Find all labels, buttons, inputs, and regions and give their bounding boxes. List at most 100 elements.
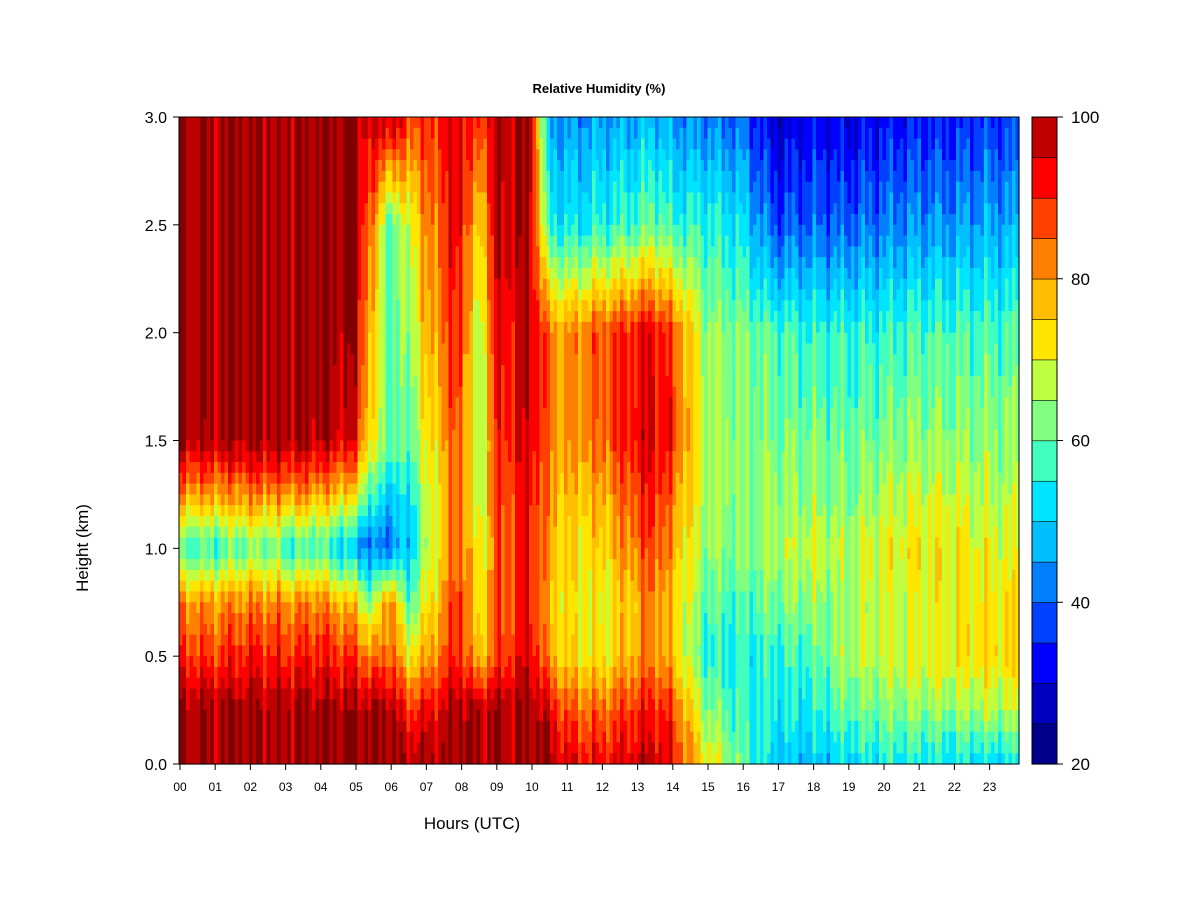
heatmap-cell <box>224 623 229 636</box>
heatmap-cell <box>210 192 215 204</box>
heatmap-cell <box>357 429 362 442</box>
heatmap-cell <box>329 354 334 366</box>
heatmap-cell <box>375 321 380 334</box>
heatmap-cell <box>287 289 292 301</box>
heatmap-cell <box>312 267 317 280</box>
heatmap-cell <box>413 127 418 140</box>
heatmap-cell <box>322 181 327 194</box>
heatmap-cell <box>343 375 348 388</box>
heatmap-cell <box>417 742 422 754</box>
heatmap-cell <box>452 321 457 334</box>
heatmap-cell <box>431 602 436 614</box>
heatmap-cell <box>242 451 247 463</box>
heatmap-cell <box>301 235 306 247</box>
heatmap-cell <box>270 214 275 226</box>
heatmap-cell <box>193 688 198 700</box>
heatmap-cell <box>207 375 212 388</box>
heatmap-cell <box>182 591 187 603</box>
heatmap-cell <box>371 569 376 582</box>
heatmap-cell <box>249 300 254 312</box>
heatmap-cell <box>259 117 264 129</box>
heatmap-cell <box>357 214 362 226</box>
heatmap-cell <box>329 451 334 463</box>
heatmap-cell <box>228 149 233 161</box>
heatmap-cell <box>277 623 282 636</box>
heatmap-cell <box>315 321 320 334</box>
heatmap-cell <box>189 138 194 150</box>
heatmap-cell <box>319 710 324 722</box>
heatmap-cell <box>228 170 233 183</box>
heatmap-cell <box>322 656 327 668</box>
heatmap-cell <box>305 365 310 377</box>
heatmap-cell <box>231 160 236 172</box>
heatmap-cell <box>319 742 324 754</box>
heatmap-cell <box>459 656 464 668</box>
heatmap-cell <box>368 203 373 215</box>
heatmap-cell <box>434 332 439 345</box>
heatmap-cell <box>438 613 443 625</box>
heatmap-cell <box>396 677 401 690</box>
heatmap-cell <box>249 559 254 571</box>
heatmap-cell <box>375 386 380 398</box>
heatmap-cell <box>273 591 278 603</box>
heatmap-cell <box>193 634 198 646</box>
heatmap-cell <box>280 462 285 474</box>
heatmap-cell <box>322 526 327 539</box>
heatmap-cell <box>312 408 317 420</box>
heatmap-cell <box>207 645 212 657</box>
heatmap-cell <box>413 720 418 733</box>
heatmap-cell <box>392 753 397 765</box>
heatmap-cell <box>329 505 334 517</box>
heatmap-cell <box>235 289 240 301</box>
heatmap-cell <box>424 321 429 334</box>
heatmap-cell <box>424 753 429 765</box>
heatmap-cell <box>371 666 376 679</box>
heatmap-cell <box>179 656 184 668</box>
heatmap-cell <box>207 537 212 549</box>
heatmap-cell <box>396 505 401 517</box>
heatmap-cell <box>417 224 422 237</box>
heatmap-cell <box>354 354 359 366</box>
heatmap-cell <box>427 138 432 150</box>
heatmap-cell <box>459 332 464 345</box>
heatmap-cell <box>378 656 383 668</box>
heatmap-cell <box>455 192 460 204</box>
heatmap-cell <box>336 192 341 204</box>
heatmap-cell <box>392 408 397 420</box>
heatmap-cell <box>333 138 338 150</box>
heatmap-cell <box>392 278 397 291</box>
heatmap-cell <box>361 289 366 301</box>
heatmap-cell <box>263 505 268 517</box>
heatmap-cell <box>417 289 422 301</box>
heatmap-cell <box>375 526 380 539</box>
heatmap-cell <box>438 332 443 345</box>
heatmap-cell <box>252 742 257 754</box>
heatmap-cell <box>438 548 443 560</box>
heatmap-cell <box>438 656 443 668</box>
heatmap-cell <box>228 483 233 496</box>
heatmap-cell <box>242 321 247 334</box>
heatmap-cell <box>305 483 310 496</box>
heatmap-cell <box>252 289 257 301</box>
heatmap-cell <box>231 591 236 603</box>
heatmap-cell <box>238 235 243 247</box>
heatmap-cell <box>235 300 240 312</box>
heatmap-cell <box>179 343 184 355</box>
heatmap-cell <box>214 311 219 323</box>
heatmap-cell <box>403 278 408 291</box>
heatmap-cell <box>445 462 450 474</box>
heatmap-cell <box>462 677 467 690</box>
heatmap-cell <box>298 688 303 700</box>
heatmap-cell <box>354 235 359 247</box>
heatmap-cell <box>196 515 201 528</box>
heatmap-cell <box>322 483 327 496</box>
heatmap-cell <box>214 300 219 312</box>
heatmap-cell <box>392 656 397 668</box>
heatmap-cell <box>228 192 233 204</box>
heatmap-cell <box>431 311 436 323</box>
heatmap-cell <box>424 634 429 646</box>
heatmap-cell <box>273 548 278 560</box>
heatmap-cell <box>420 602 425 614</box>
heatmap-cell <box>413 117 418 129</box>
heatmap-cell <box>270 666 275 679</box>
